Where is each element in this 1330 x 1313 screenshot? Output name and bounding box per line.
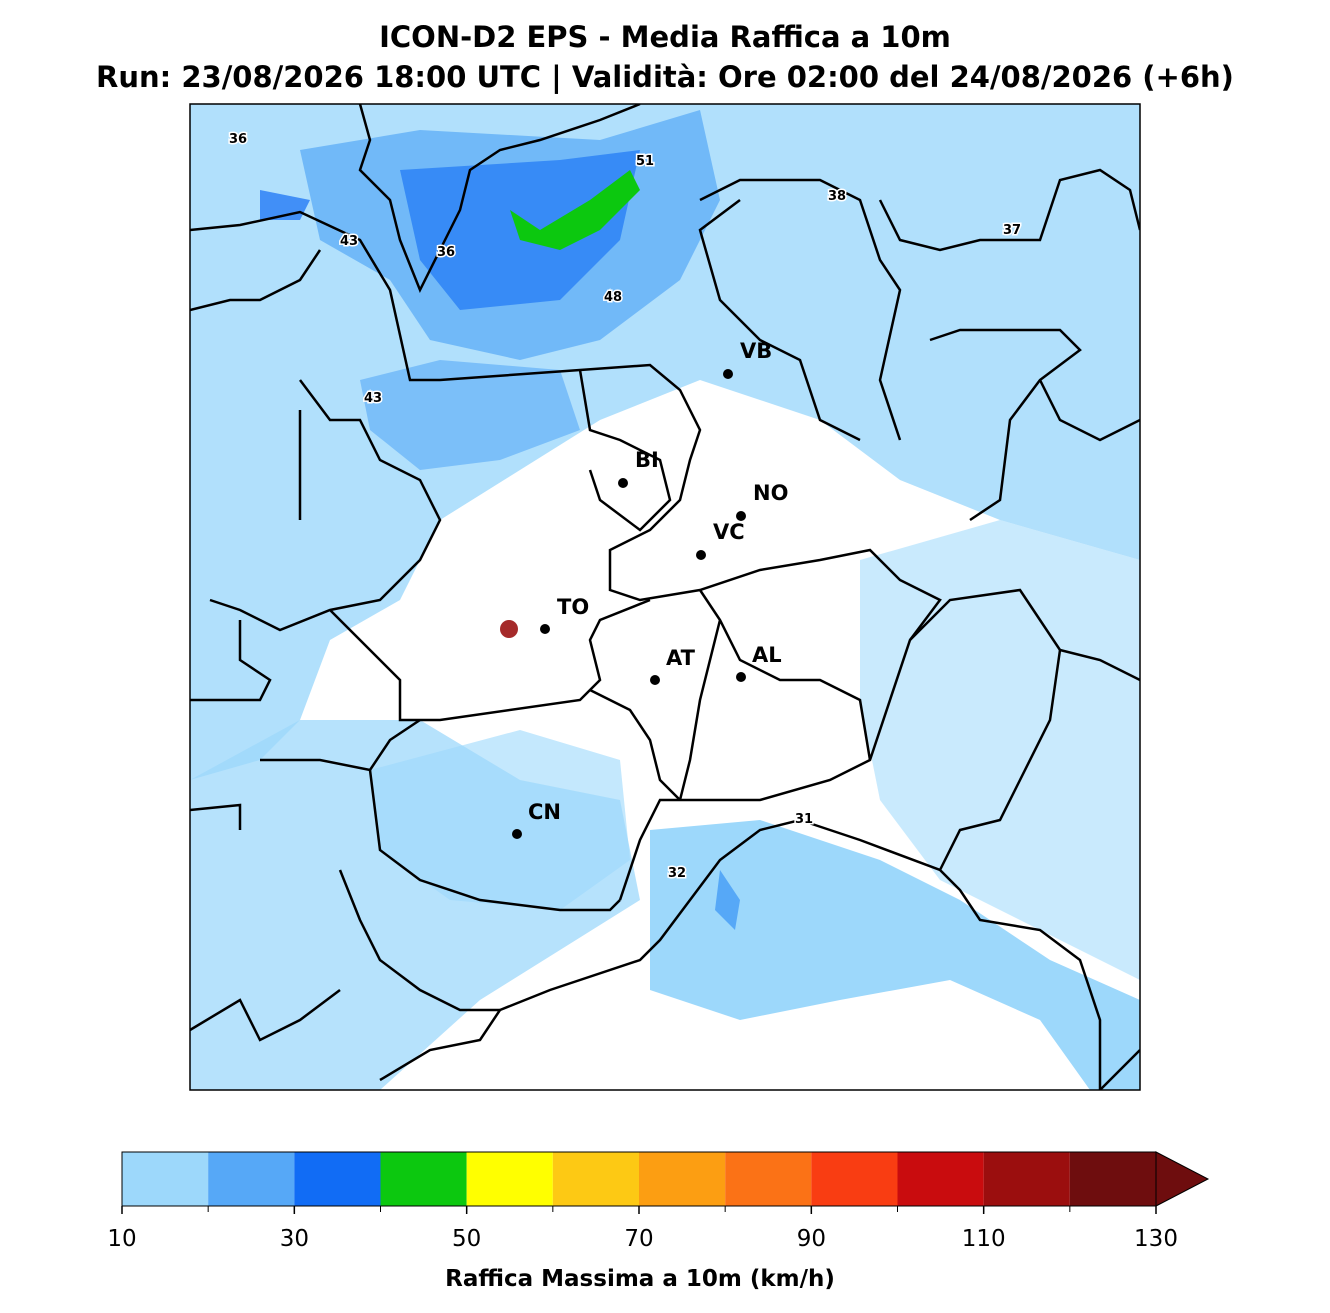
location-marker	[500, 620, 518, 638]
colorbar-segment	[294, 1152, 381, 1206]
city-label: VB	[740, 339, 772, 363]
colorbar-segment	[1069, 1152, 1156, 1206]
title: ICON-D2 EPS - Media Raffica a 10m	[379, 20, 951, 54]
city-label: CN	[528, 800, 561, 824]
value-label: 51	[636, 154, 654, 169]
colorbar-tick-label: 90	[797, 1226, 826, 1252]
city-label: TO	[557, 595, 589, 619]
value-label: 32	[668, 866, 686, 881]
colorbar-segment	[208, 1152, 295, 1206]
colorbar-tick-label: 110	[962, 1226, 1006, 1252]
colorbar-segment	[725, 1152, 812, 1206]
city-label: AL	[752, 643, 782, 667]
colorbar-segment	[380, 1152, 467, 1206]
colorbar-extend	[1155, 1151, 1210, 1207]
colorbar-segment	[639, 1152, 726, 1206]
value-label: 36	[229, 132, 247, 147]
value-label: 48	[604, 290, 622, 305]
colorbar-tick-label: 50	[452, 1226, 481, 1252]
city-label: BI	[635, 448, 659, 472]
value-label: 38	[828, 189, 846, 204]
value-label: 43	[340, 234, 358, 249]
map	[190, 104, 1140, 1090]
value-label: 31	[795, 812, 813, 827]
colorbar-tick-label: 30	[280, 1226, 309, 1252]
value-label: 43	[364, 391, 382, 406]
colorbar-label: Raffica Massima a 10m (km/h)	[445, 1266, 835, 1292]
colorbar-segment	[466, 1152, 553, 1206]
subtitle: Run: 23/08/2026 18:00 UTC | Validità: Or…	[96, 60, 1234, 94]
city-label: AT	[666, 646, 696, 670]
colorbar-tick-label: 130	[1134, 1226, 1178, 1252]
colorbar-segment	[811, 1152, 898, 1206]
colorbar-tick-label: 10	[107, 1226, 136, 1252]
colorbar-segment	[897, 1152, 984, 1206]
value-labels: 36 51 38 43 36 37 48 43 31 32	[227, 131, 1022, 883]
city-label: NO	[753, 481, 788, 505]
city-label: VC	[713, 520, 745, 544]
map-frame	[189, 103, 1141, 1091]
colorbar-segment	[552, 1152, 639, 1206]
cities: VB BI NO VC TO AT AL CN	[512, 339, 788, 839]
value-label: 37	[1003, 223, 1021, 238]
value-label: 36	[437, 245, 455, 260]
colorbar-segment	[983, 1152, 1070, 1206]
colorbar-segment	[122, 1152, 209, 1206]
colorbar-tick-label: 70	[624, 1226, 653, 1252]
